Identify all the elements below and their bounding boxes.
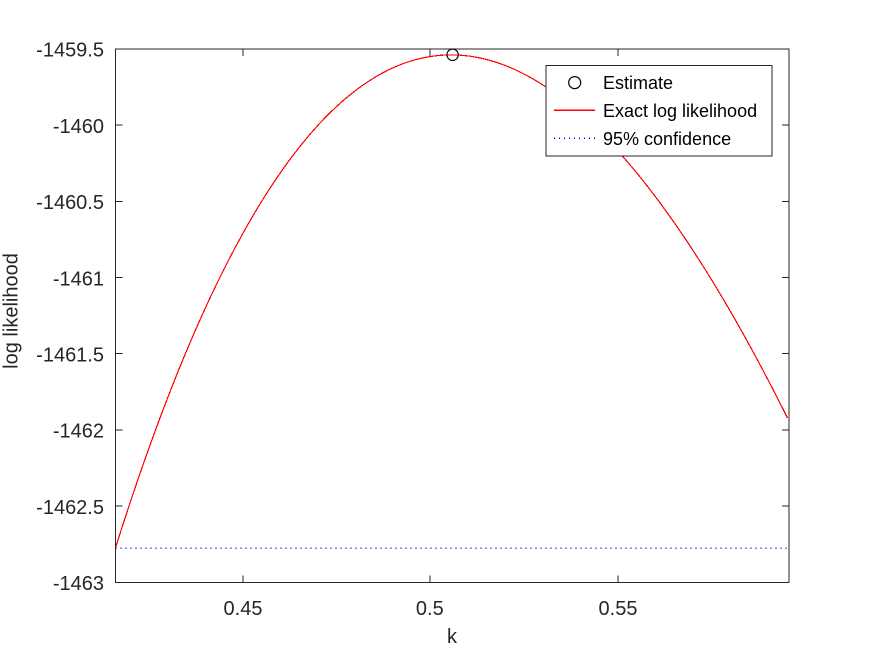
svg-text:log likelihood: log likelihood <box>1 253 23 369</box>
svg-text:0.45: 0.45 <box>224 598 263 620</box>
svg-text:-1462: -1462 <box>53 421 104 443</box>
svg-text:-1461.5: -1461.5 <box>36 345 104 367</box>
svg-text:-1461: -1461 <box>53 268 104 290</box>
svg-text:k: k <box>447 626 458 648</box>
svg-text:95% confidence: 95% confidence <box>603 129 731 149</box>
svg-text:Exact log likelihood: Exact log likelihood <box>603 101 757 121</box>
svg-text:0.5: 0.5 <box>416 598 444 620</box>
svg-text:Estimate: Estimate <box>603 73 673 93</box>
svg-text:0.55: 0.55 <box>599 598 638 620</box>
svg-text:-1463: -1463 <box>53 573 104 595</box>
svg-text:-1462.5: -1462.5 <box>36 497 104 519</box>
svg-text:-1460: -1460 <box>53 116 104 138</box>
svg-text:-1459.5: -1459.5 <box>36 40 104 62</box>
svg-text:-1460.5: -1460.5 <box>36 192 104 214</box>
